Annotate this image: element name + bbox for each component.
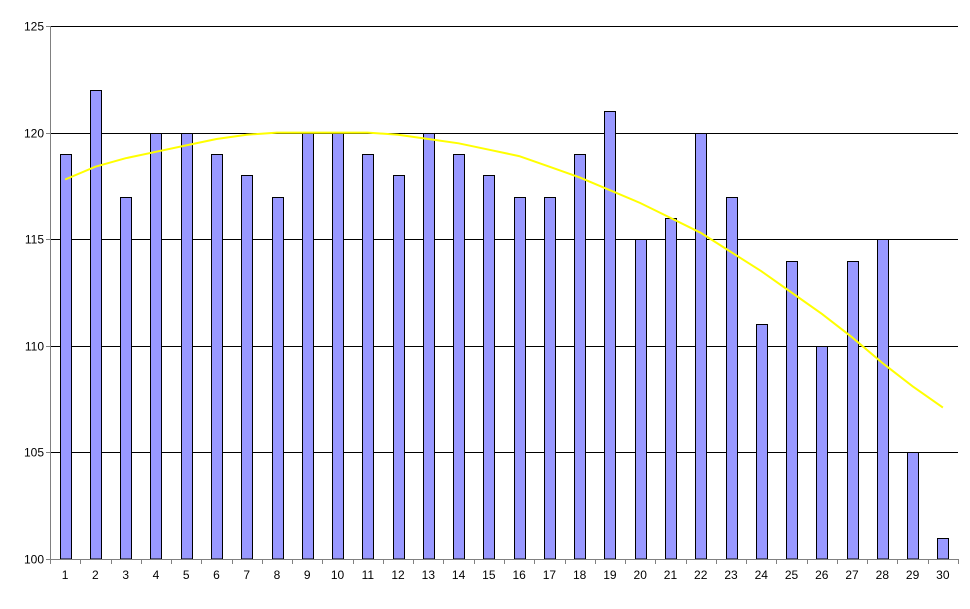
bar [90, 90, 102, 560]
bar [60, 154, 72, 560]
x-tick-label: 28 [876, 568, 890, 582]
bar [272, 197, 284, 560]
x-tick-label: 1 [62, 568, 69, 582]
x-tick-label: 21 [664, 568, 678, 582]
bar [786, 261, 798, 560]
x-tick-label: 19 [603, 568, 617, 582]
bar [393, 175, 405, 560]
bar [907, 452, 919, 560]
x-tick-label: 2 [92, 568, 99, 582]
trendline-series [64, 131, 944, 409]
x-tick-labels: 1 2 3 4 5 6 7 8 9 10 11 12 13 14 15 16 17 18 19 20 21 22 23 24 2… [62, 568, 950, 582]
x-tick-label: 11 [362, 568, 375, 582]
bar [332, 133, 344, 560]
y-tick-labels: 100 105 110 115 120 125 [24, 20, 44, 567]
bar [514, 197, 526, 560]
bar [453, 154, 465, 560]
x-tick-label: 18 [573, 568, 587, 582]
x-tick-label: 25 [785, 568, 799, 582]
bar-series [60, 90, 949, 560]
trendline [64, 131, 944, 409]
bar [574, 154, 586, 560]
x-tick-label: 6 [213, 568, 220, 582]
x-tick-label: 14 [452, 568, 466, 582]
x-tick-label: 8 [274, 568, 281, 582]
x-tick-label: 29 [906, 568, 920, 582]
x-tick-label: 3 [122, 568, 129, 582]
x-tick-label: 13 [422, 568, 436, 582]
x-tick-label: 5 [183, 568, 190, 582]
y-tick-label: 115 [25, 233, 44, 247]
bar [604, 111, 616, 560]
x-tick-label: 22 [694, 568, 708, 582]
x-tick-label: 15 [482, 568, 496, 582]
bar [937, 538, 949, 560]
x-tick-label: 26 [815, 568, 829, 582]
bar [423, 133, 435, 560]
bar [877, 239, 889, 560]
x-tick-label: 4 [153, 568, 160, 582]
bar [120, 197, 132, 560]
bar [362, 154, 374, 560]
bar [181, 133, 193, 560]
x-tick-label: 12 [391, 568, 405, 582]
bar [635, 239, 647, 560]
bar [483, 175, 495, 560]
x-tick-label: 24 [755, 568, 769, 582]
y-tick-label: 120 [24, 127, 44, 141]
bar [544, 197, 556, 560]
bar [665, 218, 677, 560]
x-tick-label: 17 [543, 568, 557, 582]
x-tick-label: 27 [845, 568, 859, 582]
bar [756, 324, 768, 560]
x-tick-label: 30 [936, 568, 950, 582]
gridlines [50, 26, 958, 453]
bar [847, 261, 859, 560]
x-tick-label: 9 [304, 568, 311, 582]
bar [150, 133, 162, 560]
bar [241, 175, 253, 560]
x-tick-label: 10 [331, 568, 345, 582]
y-tick-label: 125 [24, 20, 44, 34]
y-tick-label: 105 [24, 446, 44, 460]
x-tick-label: 7 [243, 568, 250, 582]
bar [816, 346, 828, 560]
x-tick-label: 16 [512, 568, 526, 582]
bar [695, 133, 707, 560]
bar [302, 133, 314, 560]
axes [46, 26, 959, 564]
y-tick-label: 110 [25, 340, 44, 354]
x-tick-label: 20 [634, 568, 648, 582]
y-tick-label: 100 [24, 553, 44, 567]
x-tick-label: 23 [724, 568, 738, 582]
bar [211, 154, 223, 560]
